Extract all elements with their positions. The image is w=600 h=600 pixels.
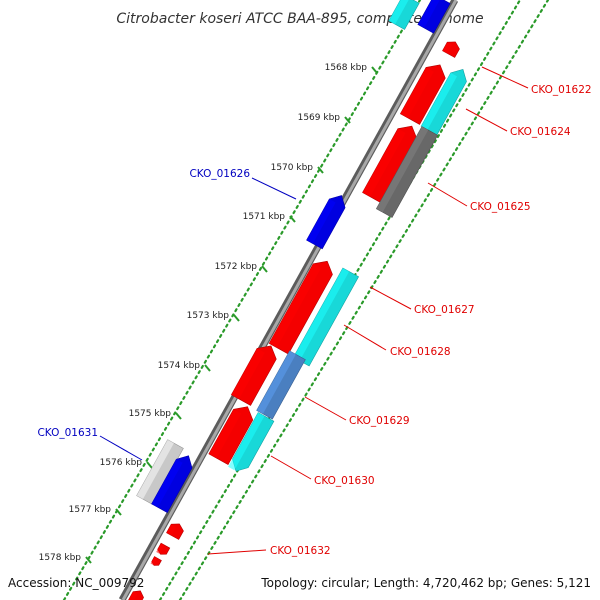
gene-label-cko-01625[interactable]: CKO_01625 xyxy=(470,201,531,213)
gene-label-cko-01631[interactable]: CKO_01631 xyxy=(37,427,98,439)
gene-features xyxy=(128,0,467,600)
kbp-tick-label: 1569 kbp xyxy=(298,113,341,123)
dotted-guide-line xyxy=(178,0,550,600)
gene-labels: CKO_01622 CKO_01624 CKO_01625 CKO_01626 CKO_… xyxy=(37,66,592,557)
gene-feature-blue xyxy=(151,455,193,514)
gene-feature-light-gray xyxy=(136,439,184,505)
gene-label-connector xyxy=(304,396,347,421)
gene-feature-cyan-top xyxy=(388,0,420,30)
gene-label-cko-01622[interactable]: CKO_01622 xyxy=(531,84,592,96)
gene-label-connector xyxy=(343,324,387,351)
gene-feature-red xyxy=(166,523,184,540)
gene-label-connector xyxy=(251,177,297,200)
kbp-tick-label: 1571 kbp xyxy=(243,212,286,222)
kbp-tick-label: 1574 kbp xyxy=(158,361,201,371)
kbp-tick-label: 1568 kbp xyxy=(325,63,368,73)
gene-label-connector xyxy=(427,182,468,207)
gene-feature-red xyxy=(399,64,446,125)
kbp-tick-label: 1575 kbp xyxy=(129,409,172,419)
kbp-tick xyxy=(175,412,182,420)
kbp-tick xyxy=(261,265,268,273)
gene-feature-red xyxy=(156,542,171,555)
kbp-tick xyxy=(344,116,351,124)
kbp-tick-label: 1577 kbp xyxy=(69,505,112,515)
kbp-tick xyxy=(204,364,211,372)
backbone-highlight xyxy=(121,0,458,600)
kbp-tick-label: 1570 kbp xyxy=(271,163,314,173)
kbp-tick-label: 1576 kbp xyxy=(100,458,143,468)
gene-label-connector xyxy=(270,455,312,480)
gene-feature-red xyxy=(150,556,162,566)
kbp-tick xyxy=(233,314,240,322)
gene-label-connector xyxy=(207,549,267,555)
kbp-tick-label: 1573 kbp xyxy=(187,311,230,321)
gene-feature-red xyxy=(268,260,333,355)
genome-backbone xyxy=(118,0,459,600)
gene-label-connector xyxy=(465,108,508,132)
gene-label-cko-01624[interactable]: CKO_01624 xyxy=(510,126,571,138)
gene-feature-blue xyxy=(417,0,451,34)
gene-label-connector xyxy=(99,435,143,461)
gene-feature-cyan xyxy=(228,412,275,472)
gene-label-cko-01630[interactable]: CKO_01630 xyxy=(314,475,375,487)
dotted-guide-line xyxy=(62,0,422,600)
gene-feature-red xyxy=(362,125,418,204)
gene-label-cko-01626[interactable]: CKO_01626 xyxy=(189,168,250,180)
gene-label-cko-01629[interactable]: CKO_01629 xyxy=(349,415,410,427)
gene-label-cko-01628[interactable]: CKO_01628 xyxy=(390,346,451,358)
gene-label-connector xyxy=(369,286,412,310)
gene-feature-blue xyxy=(306,195,346,250)
gene-feature-steel-blue xyxy=(256,350,306,420)
gene-feature-red xyxy=(128,590,144,600)
kbp-tick xyxy=(317,166,324,174)
kbp-tick xyxy=(85,556,92,564)
kbp-tick xyxy=(115,508,122,516)
gene-feature-red xyxy=(208,406,254,465)
gene-label-connector xyxy=(481,66,529,89)
kbp-tick-label: 1572 kbp xyxy=(215,262,258,272)
gene-label-cko-01627[interactable]: CKO_01627 xyxy=(414,304,475,316)
kbp-tick xyxy=(289,215,296,223)
accession-text: Accession: NC_009792 xyxy=(8,576,145,590)
gene-feature-red xyxy=(230,345,277,406)
gene-feature-red xyxy=(442,41,460,58)
kbp-tick-label: 1578 kbp xyxy=(39,553,82,563)
gene-feature-dark-gray xyxy=(375,126,439,218)
genome-summary-text: Topology: circular; Length: 4,720,462 bp… xyxy=(261,576,591,590)
kbp-tick xyxy=(146,461,153,469)
gene-label-cko-01632[interactable]: CKO_01632 xyxy=(270,545,331,557)
gene-feature-cyan xyxy=(292,267,360,367)
kbp-tick xyxy=(371,66,378,74)
